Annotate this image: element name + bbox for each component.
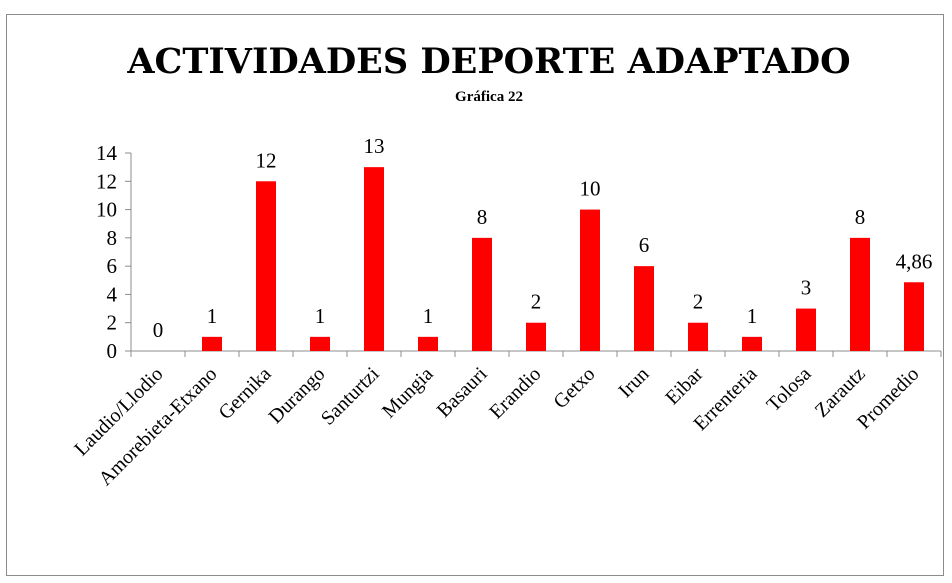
bars (202, 167, 924, 351)
bar (364, 167, 384, 351)
bar (796, 308, 816, 351)
data-label: 2 (693, 290, 704, 314)
category-label: Mungia (378, 363, 438, 423)
data-label: 1 (747, 304, 758, 328)
data-label: 6 (639, 233, 650, 257)
data-label: 1 (315, 304, 326, 328)
bar (742, 336, 762, 351)
chart-title: ACTIVIDADES DEPORTE ADAPTADO (126, 41, 850, 82)
bar-chart: ACTIVIDADES DEPORTE ADAPTADO Gráfica 22 … (70, 41, 942, 490)
bar (580, 209, 600, 351)
category-label: Irun (614, 363, 653, 402)
category-label: Tolosa (762, 363, 815, 416)
data-label: 2 (531, 290, 542, 314)
data-label: 1 (423, 304, 434, 328)
bar (310, 336, 330, 351)
data-label: 10 (580, 177, 601, 201)
bar (256, 181, 276, 351)
y-tick-label: 12 (96, 169, 117, 193)
x-axis (130, 350, 942, 357)
bar (688, 322, 708, 351)
category-label: Erandio (485, 363, 545, 423)
y-tick-label: 4 (107, 282, 118, 306)
data-label: 1 (207, 304, 218, 328)
data-label: 4,86 (896, 249, 933, 273)
category-labels: Laudio/LlodioAmorebieta-EtxanoGernikaDur… (70, 363, 923, 490)
y-tick-label: 0 (107, 339, 118, 363)
data-label: 3 (801, 276, 812, 300)
chart-frame: ACTIVIDADES DEPORTE ADAPTADO Gráfica 22 … (6, 14, 944, 576)
bar (472, 237, 492, 351)
category-label: Eibar (661, 363, 707, 409)
data-label: 13 (364, 134, 385, 158)
data-label: 12 (256, 148, 277, 172)
y-tick-label: 14 (96, 141, 118, 165)
y-axis: 0 2 4 6 8 10 12 14 (96, 141, 132, 363)
y-tick-label: 10 (96, 198, 117, 222)
bar (202, 336, 222, 351)
y-tick-label: 6 (107, 254, 118, 278)
y-tick-label: 8 (107, 226, 118, 250)
data-label: 8 (477, 205, 488, 229)
y-tick-label: 2 (107, 311, 118, 335)
category-label: Getxo (549, 363, 599, 413)
bar (634, 266, 654, 351)
bar (850, 237, 870, 351)
data-label: 0 (153, 318, 164, 342)
bar (418, 336, 438, 351)
data-label: 8 (855, 205, 866, 229)
bar (526, 322, 546, 351)
bar (904, 282, 924, 351)
category-label: Santurtzi (317, 363, 384, 430)
category-label: Basauri (433, 363, 492, 422)
chart-subtitle: Gráfica 22 (455, 89, 523, 105)
